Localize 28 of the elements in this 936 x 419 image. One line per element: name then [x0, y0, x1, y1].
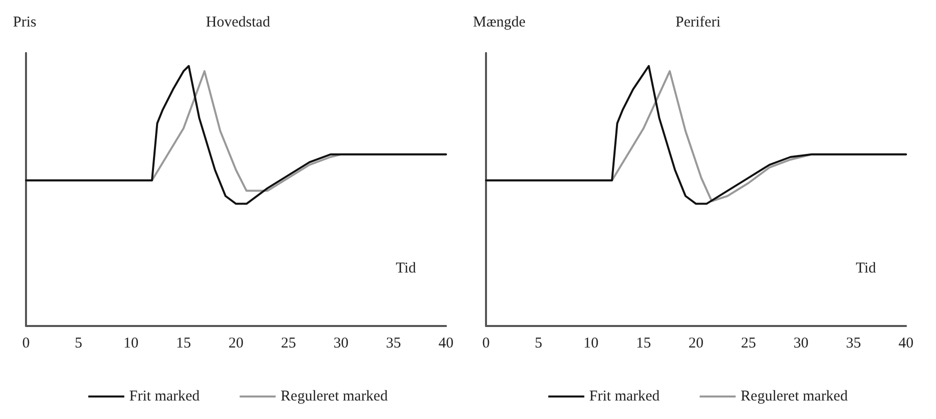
chart-title: Periferi — [676, 14, 720, 30]
x-tick-label: 20 — [228, 336, 244, 352]
legend-label: Reguleret marked — [740, 388, 848, 404]
x-tick-label: 40 — [438, 336, 454, 352]
chart-title: Hovedstad — [206, 14, 271, 30]
x-tick-label: 5 — [74, 336, 82, 352]
x-tick-label: 25 — [281, 336, 296, 352]
x-tick-label: 25 — [741, 336, 756, 352]
x-tick-label: 0 — [22, 336, 30, 352]
x-tick-label: 30 — [334, 336, 348, 352]
x-tick-label: 10 — [124, 336, 138, 352]
x-tick-label: 0 — [482, 336, 490, 352]
x-tick-label: 35 — [386, 336, 401, 352]
x-tick-label: 10 — [584, 336, 598, 352]
x-tick-label: 15 — [176, 336, 191, 352]
x-tick-label: 15 — [636, 336, 651, 352]
x-tick-label: 30 — [794, 336, 808, 352]
legend-label: Reguleret marked — [280, 388, 388, 404]
x-axis-title: Tid — [396, 260, 416, 276]
x-axis-title: Tid — [856, 260, 876, 276]
x-tick-label: 35 — [846, 336, 861, 352]
y-axis-title: Mængde — [473, 14, 526, 30]
x-tick-label: 5 — [534, 336, 542, 352]
y-axis-title: Pris — [13, 14, 37, 30]
x-tick-label: 40 — [898, 336, 914, 352]
legend-label: Frit marked — [589, 388, 660, 404]
legend-label: Frit marked — [129, 388, 200, 404]
x-tick-label: 20 — [688, 336, 704, 352]
